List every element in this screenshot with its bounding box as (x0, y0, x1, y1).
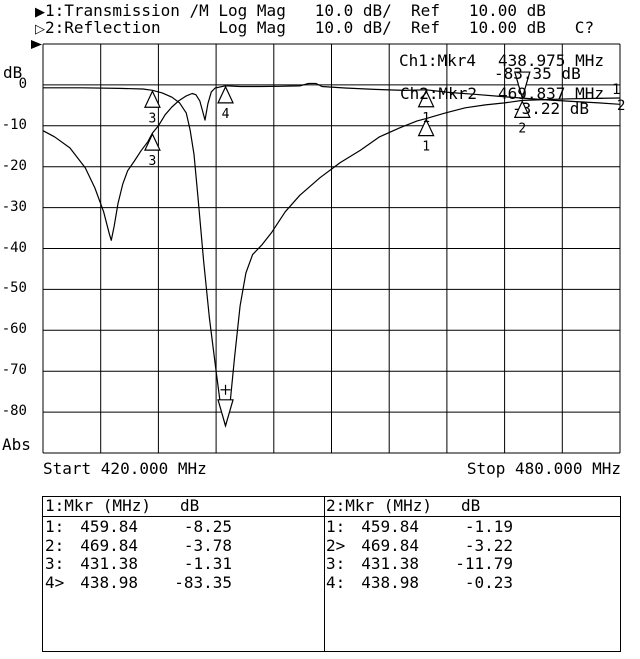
ch1-marker-value: -83.35 dB (494, 64, 581, 83)
ch1-marker-readout-label: Ch1:Mkr4 (399, 51, 477, 70)
trace2-end-label: 2 (617, 98, 626, 114)
y-axis-tick-label: -30 (1, 198, 27, 215)
marker-number: 3: (326, 554, 346, 573)
marker-value: -3.22 (464, 536, 513, 555)
marker-value: -83.35 (174, 573, 232, 592)
channel2-header: 2:Reflection Log Mag 10.0 dB/ Ref 10.00 … (45, 18, 595, 37)
marker-value: -1.31 (183, 554, 232, 573)
ch1-table-title: 1:Mkr (MHz) (45, 496, 151, 515)
channel1-header: 1:Transmission /M Log Mag 10.0 dB/ Ref 1… (45, 1, 546, 20)
marker-value: -8.25 (183, 517, 232, 536)
marker-table-row-1: 1: 459.84 -8.25 1: 459.84 -1.19 (0, 518, 640, 536)
marker-number: 2: (45, 536, 65, 555)
y-axis-abs-label: Abs (2, 435, 31, 454)
marker-table-row-4: 4> 438.98 -83.35 4: 438.98 -0.23 (0, 574, 640, 592)
marker4-ch2-symbol (217, 85, 234, 104)
marker2-ch1-symbol (513, 99, 531, 118)
y-axis-tick-label: 0 (18, 75, 27, 92)
marker4-ch2-label: 4 (222, 107, 230, 122)
marker-table-row-3: 3: 431.38 -1.31 3: 431.38 -11.79 (0, 555, 640, 573)
marker-value: -0.23 (464, 573, 513, 592)
marker-table-row-2: 2: 469.84 -3.78 2> 469.84 -3.22 (0, 537, 640, 555)
marker-number: 2> (326, 536, 346, 555)
ch2-marker-readout-label: Ch2:Mkr2 (400, 84, 478, 103)
marker4-ch1-symbol (217, 399, 234, 428)
marker-value: -11.79 (455, 554, 513, 573)
y-axis-tick-label: -20 (1, 157, 27, 174)
y-axis-tick-label: -60 (1, 321, 27, 338)
marker-table-border (42, 496, 621, 652)
marker1-ch1-symbol (417, 118, 435, 137)
marker-table-header: 1:Mkr (MHz) dB 2:Mkr (MHz) dB (0, 497, 640, 515)
marker-number: 1: (326, 517, 346, 536)
marker-number: 3: (45, 554, 65, 573)
marker1-ch2-label: 1 (422, 111, 430, 126)
marker1-ch1-label: 1 (422, 140, 430, 155)
marker2-ch2-symbol (513, 71, 531, 101)
x-axis-stop-label: Stop 480.000 MHz (466, 459, 621, 478)
marker-table-divider (324, 496, 325, 651)
marker3-ch1-symbol (143, 89, 161, 108)
ch2-marker-frequency: 469.837 MHz (498, 84, 604, 103)
marker-frequency: 469.84 (80, 536, 138, 555)
ch2-marker-value: -3.22 dB (512, 99, 590, 118)
marker-number: 4> (45, 573, 65, 592)
marker-frequency: 438.98 (80, 573, 138, 592)
marker-table-header-rule (42, 516, 620, 517)
marker2-ch1-label: 2 (518, 121, 526, 136)
marker3-ch1-label: 3 (149, 111, 157, 126)
marker-number: 4: (326, 573, 346, 592)
marker3-ch2-symbol (143, 132, 161, 151)
plot-area: 1 2 3 1 3 4 (31, 40, 621, 454)
y-axis-tick-label: -50 (1, 280, 27, 297)
ref-level-arrow-icon (31, 40, 42, 49)
marker-number: 1: (45, 517, 65, 536)
y-axis-unit: dB (3, 63, 23, 82)
ch1-table-unit: dB (180, 496, 200, 515)
active-channel-arrow-icon: ▶ (35, 5, 45, 20)
ch2-table-title: 2:Mkr (MHz) (326, 496, 432, 515)
y-axis-tick-label: -10 (1, 116, 27, 133)
ch2-table-unit: dB (461, 496, 481, 515)
y-axis-tick-label: -70 (1, 362, 27, 379)
marker-frequency: 459.84 (80, 517, 138, 536)
marker3-ch2-label: 3 (149, 154, 157, 169)
marker1-ch2-symbol (417, 89, 435, 108)
marker-frequency: 438.98 (361, 573, 419, 592)
x-axis-start-label: Start 420.000 MHz (43, 459, 207, 478)
y-axis-tick-label: -40 (1, 239, 27, 256)
marker-frequency: 431.38 (361, 554, 419, 573)
trace1-end-label: 1 (612, 82, 621, 98)
marker-frequency: 431.38 (80, 554, 138, 573)
marker-frequency: 469.84 (361, 536, 419, 555)
marker-value: -1.19 (464, 517, 513, 536)
inactive-channel-arrow-icon: ▷ (35, 22, 45, 37)
ch1-marker-frequency: 438.975 MHz (498, 51, 604, 70)
marker-value: -3.78 (183, 536, 232, 555)
marker-frequency: 459.84 (361, 517, 419, 536)
y-axis-tick-label: -80 (1, 403, 27, 420)
